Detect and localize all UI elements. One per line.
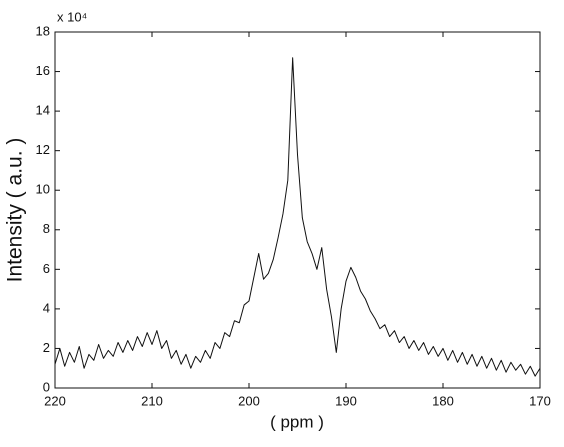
y-tick-label: 16 [36, 63, 50, 78]
x-tick-label: 200 [238, 393, 260, 408]
x-tick-label: 180 [432, 393, 454, 408]
y-tick-label: 2 [43, 340, 50, 355]
y-tick-label: 14 [36, 103, 50, 118]
y-tick-label: 10 [36, 182, 50, 197]
axis-multiplier: x 10⁴ [57, 9, 87, 24]
x-tick-label: 190 [335, 393, 357, 408]
y-axis-label: Intensity ( a.u. ) [4, 138, 27, 283]
y-tick-label: 4 [43, 300, 50, 315]
spectrum-line [54, 57, 541, 377]
y-tick-label: 18 [36, 23, 50, 38]
plot-frame [54, 31, 541, 389]
y-tick-label: 0 [43, 379, 50, 394]
y-tick-label: 8 [43, 221, 50, 236]
y-tick-label: 12 [36, 142, 50, 157]
x-tick-label: 170 [529, 393, 551, 408]
x-axis-label: ( ppm ) [270, 412, 324, 431]
y-tick-label: 6 [43, 261, 50, 276]
x-tick-label: 210 [141, 393, 163, 408]
x-tick-label: 220 [44, 393, 66, 408]
